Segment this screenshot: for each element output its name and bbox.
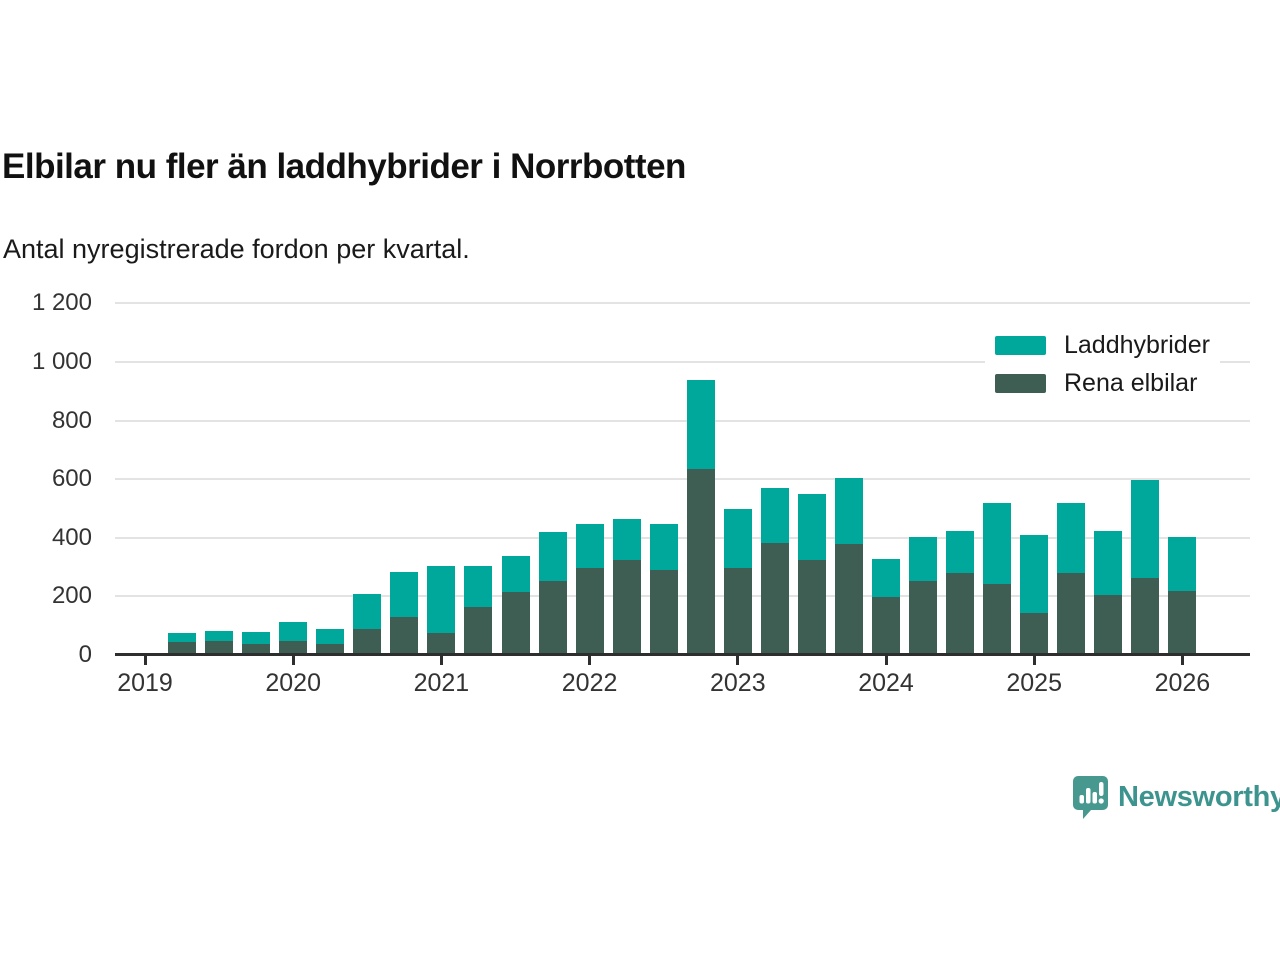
gridline <box>115 302 1250 305</box>
x-axis-tick-label: 2020 <box>265 669 321 697</box>
bar-segment-rena-elbilar <box>353 629 382 654</box>
x-axis-tick <box>439 656 443 665</box>
bar-segment-laddhybrider <box>1057 503 1086 574</box>
gridline <box>115 419 1250 422</box>
x-axis-tick <box>291 656 295 665</box>
y-axis-tick-label: 1 000 <box>31 348 92 375</box>
x-axis-tick <box>1032 656 1036 665</box>
bar-segment-laddhybrider <box>316 629 345 644</box>
bar-segment-laddhybrider <box>538 532 567 581</box>
bar-segment-rena-elbilar <box>464 607 493 654</box>
bar-segment-laddhybrider <box>946 530 975 574</box>
bar-segment-laddhybrider <box>1020 535 1049 613</box>
bar-segment-rena-elbilar <box>872 596 900 654</box>
bar-segment-rena-elbilar <box>205 640 234 654</box>
chart-legend: Laddhybrider Rena elbilar <box>985 326 1220 402</box>
bar-segment-laddhybrider <box>279 621 308 641</box>
bar-segment-laddhybrider <box>649 523 678 571</box>
bar-segment-laddhybrider <box>909 536 938 581</box>
bar-segment-rena-elbilar <box>686 469 715 654</box>
x-axis-tick-label: 2022 <box>561 669 618 697</box>
bar-segment-rena-elbilar <box>575 567 604 654</box>
bar-segment-laddhybrider <box>353 593 382 630</box>
gridline <box>115 536 1250 539</box>
bar-segment-rena-elbilar <box>1168 591 1197 654</box>
bar-segment-rena-elbilar <box>538 580 567 654</box>
y-axis-tick-label: 600 <box>51 465 92 493</box>
bar-segment-laddhybrider <box>168 633 197 643</box>
bar-segment-laddhybrider <box>723 508 752 568</box>
x-axis-tick-label: 2021 <box>413 669 470 697</box>
gridline <box>115 478 1250 481</box>
bar-segment-rena-elbilar <box>797 560 826 654</box>
bar-segment-rena-elbilar <box>1057 573 1086 654</box>
y-axis-tick-label: 200 <box>51 582 92 610</box>
bar-segment-laddhybrider <box>501 555 530 593</box>
bar-segment-rena-elbilar <box>1094 595 1123 654</box>
gridline <box>115 361 1250 363</box>
bar-segment-rena-elbilar <box>834 544 863 654</box>
x-axis-tick <box>884 656 888 665</box>
bar-segment-laddhybrider <box>983 503 1012 584</box>
bar-segment-rena-elbilar <box>501 592 530 654</box>
bar-segment-rena-elbilar <box>649 570 678 654</box>
x-axis-tick-label: 2025 <box>1006 669 1062 697</box>
bar-segment-rena-elbilar <box>1131 577 1160 654</box>
x-axis-tick <box>143 656 147 665</box>
y-axis-tick-label: 400 <box>51 523 92 551</box>
bar-segment-laddhybrider <box>797 494 826 561</box>
legend-swatch-laddhybrider <box>995 335 1046 355</box>
bar-segment-rena-elbilar <box>983 583 1012 654</box>
bar-segment-rena-elbilar <box>316 643 345 654</box>
bar-segment-laddhybrider <box>872 558 900 597</box>
bar-segment-rena-elbilar <box>723 567 752 654</box>
chart-subtitle: Antal nyregistrerade fordon per kvartal. <box>3 234 470 264</box>
bar-segment-rena-elbilar <box>242 643 271 654</box>
bar-segment-rena-elbilar <box>168 642 197 654</box>
bar-segment-laddhybrider <box>1168 536 1197 591</box>
legend-label: Rena elbilar <box>1064 368 1198 397</box>
gridline <box>115 595 1250 598</box>
bar-segment-rena-elbilar <box>612 560 641 654</box>
x-axis-tick-label: 2024 <box>858 669 914 697</box>
bar-segment-laddhybrider <box>427 566 456 634</box>
bar-segment-laddhybrider <box>242 632 271 644</box>
legend-label: Laddhybrider <box>1064 330 1210 359</box>
bar-segment-rena-elbilar <box>760 542 789 654</box>
bar-segment-laddhybrider <box>760 488 789 543</box>
newsworthy-logo-icon <box>1073 776 1108 819</box>
bar-segment-laddhybrider <box>1131 479 1160 578</box>
newsworthy-logo: Newsworthy <box>1072 775 1280 821</box>
legend-swatch-rena-elbilar <box>995 373 1046 393</box>
bar-segment-laddhybrider <box>390 571 419 618</box>
y-axis-tick-label: 1 200 <box>31 289 92 317</box>
bar-segment-laddhybrider <box>612 519 641 561</box>
bar-segment-rena-elbilar <box>427 633 456 654</box>
page-title: Elbilar nu fler än laddhybrider i Norrbo… <box>2 147 686 186</box>
legend-item-rena-elbilar: Rena elbilar <box>995 368 1210 398</box>
newsworthy-logo-text: Newsworthy <box>1118 781 1280 813</box>
y-axis-tick-label: 0 <box>78 641 92 668</box>
bar-segment-laddhybrider <box>686 380 715 470</box>
x-axis-tick-label: 2019 <box>117 669 173 697</box>
x-axis-tick-label: 2026 <box>1154 669 1211 697</box>
x-axis-tick-label: 2023 <box>709 669 766 697</box>
bar-segment-rena-elbilar <box>279 640 308 654</box>
x-axis-line <box>115 653 1250 656</box>
legend-item-laddhybrider: Laddhybrider <box>995 330 1210 360</box>
bar-segment-rena-elbilar <box>946 573 975 654</box>
bar-segment-rena-elbilar <box>1020 612 1049 654</box>
bar-segment-rena-elbilar <box>909 580 938 654</box>
bar-segment-laddhybrider <box>1094 530 1123 596</box>
x-axis-tick <box>736 656 740 665</box>
y-axis-tick-label: 800 <box>51 406 92 434</box>
x-axis-tick <box>588 656 592 665</box>
x-axis-tick <box>1180 656 1184 665</box>
bar-segment-laddhybrider <box>205 630 234 641</box>
bar-segment-laddhybrider <box>464 566 493 608</box>
bar-segment-rena-elbilar <box>390 617 419 654</box>
bar-segment-laddhybrider <box>834 478 863 545</box>
bar-segment-laddhybrider <box>575 523 604 568</box>
